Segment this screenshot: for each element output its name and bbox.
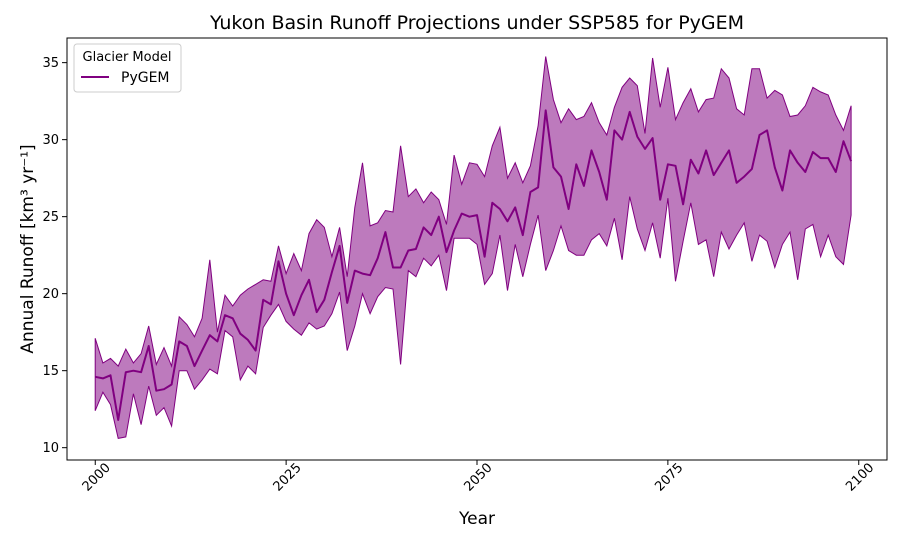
legend-label-pygem: PyGEM	[121, 70, 170, 86]
x-tick-label: 2075	[652, 461, 686, 495]
x-axis: 2000 2025 2050 2075 2100	[80, 460, 877, 495]
y-tick-label: 15	[42, 364, 59, 379]
series-line-pygem	[94, 109, 853, 421]
x-tick-label: 2050	[462, 461, 496, 495]
legend: Glacier Model PyGEM	[73, 43, 182, 93]
x-axis-label: Year	[458, 509, 495, 529]
y-tick-label: 30	[42, 133, 59, 148]
legend-box	[73, 43, 182, 93]
y-tick-label: 35	[42, 56, 59, 71]
x-tick-label: 2000	[80, 461, 114, 495]
y-axis-label: Annual Runoff [km³ yr⁻¹]	[18, 144, 38, 353]
y-tick-label: 10	[42, 441, 59, 456]
y-tick-label: 20	[42, 287, 59, 302]
legend-title: Glacier Model	[83, 50, 172, 65]
uncertainty-band-pygem	[94, 56, 852, 439]
y-tick-label: 25	[42, 210, 59, 225]
x-tick-label: 2025	[271, 461, 305, 495]
y-axis: 10 15 20 25 30 35	[42, 56, 67, 456]
x-tick-label: 2100	[843, 461, 877, 495]
chart-title: Yukon Basin Runoff Projections under SSP…	[209, 12, 744, 34]
plot-area	[94, 56, 853, 439]
